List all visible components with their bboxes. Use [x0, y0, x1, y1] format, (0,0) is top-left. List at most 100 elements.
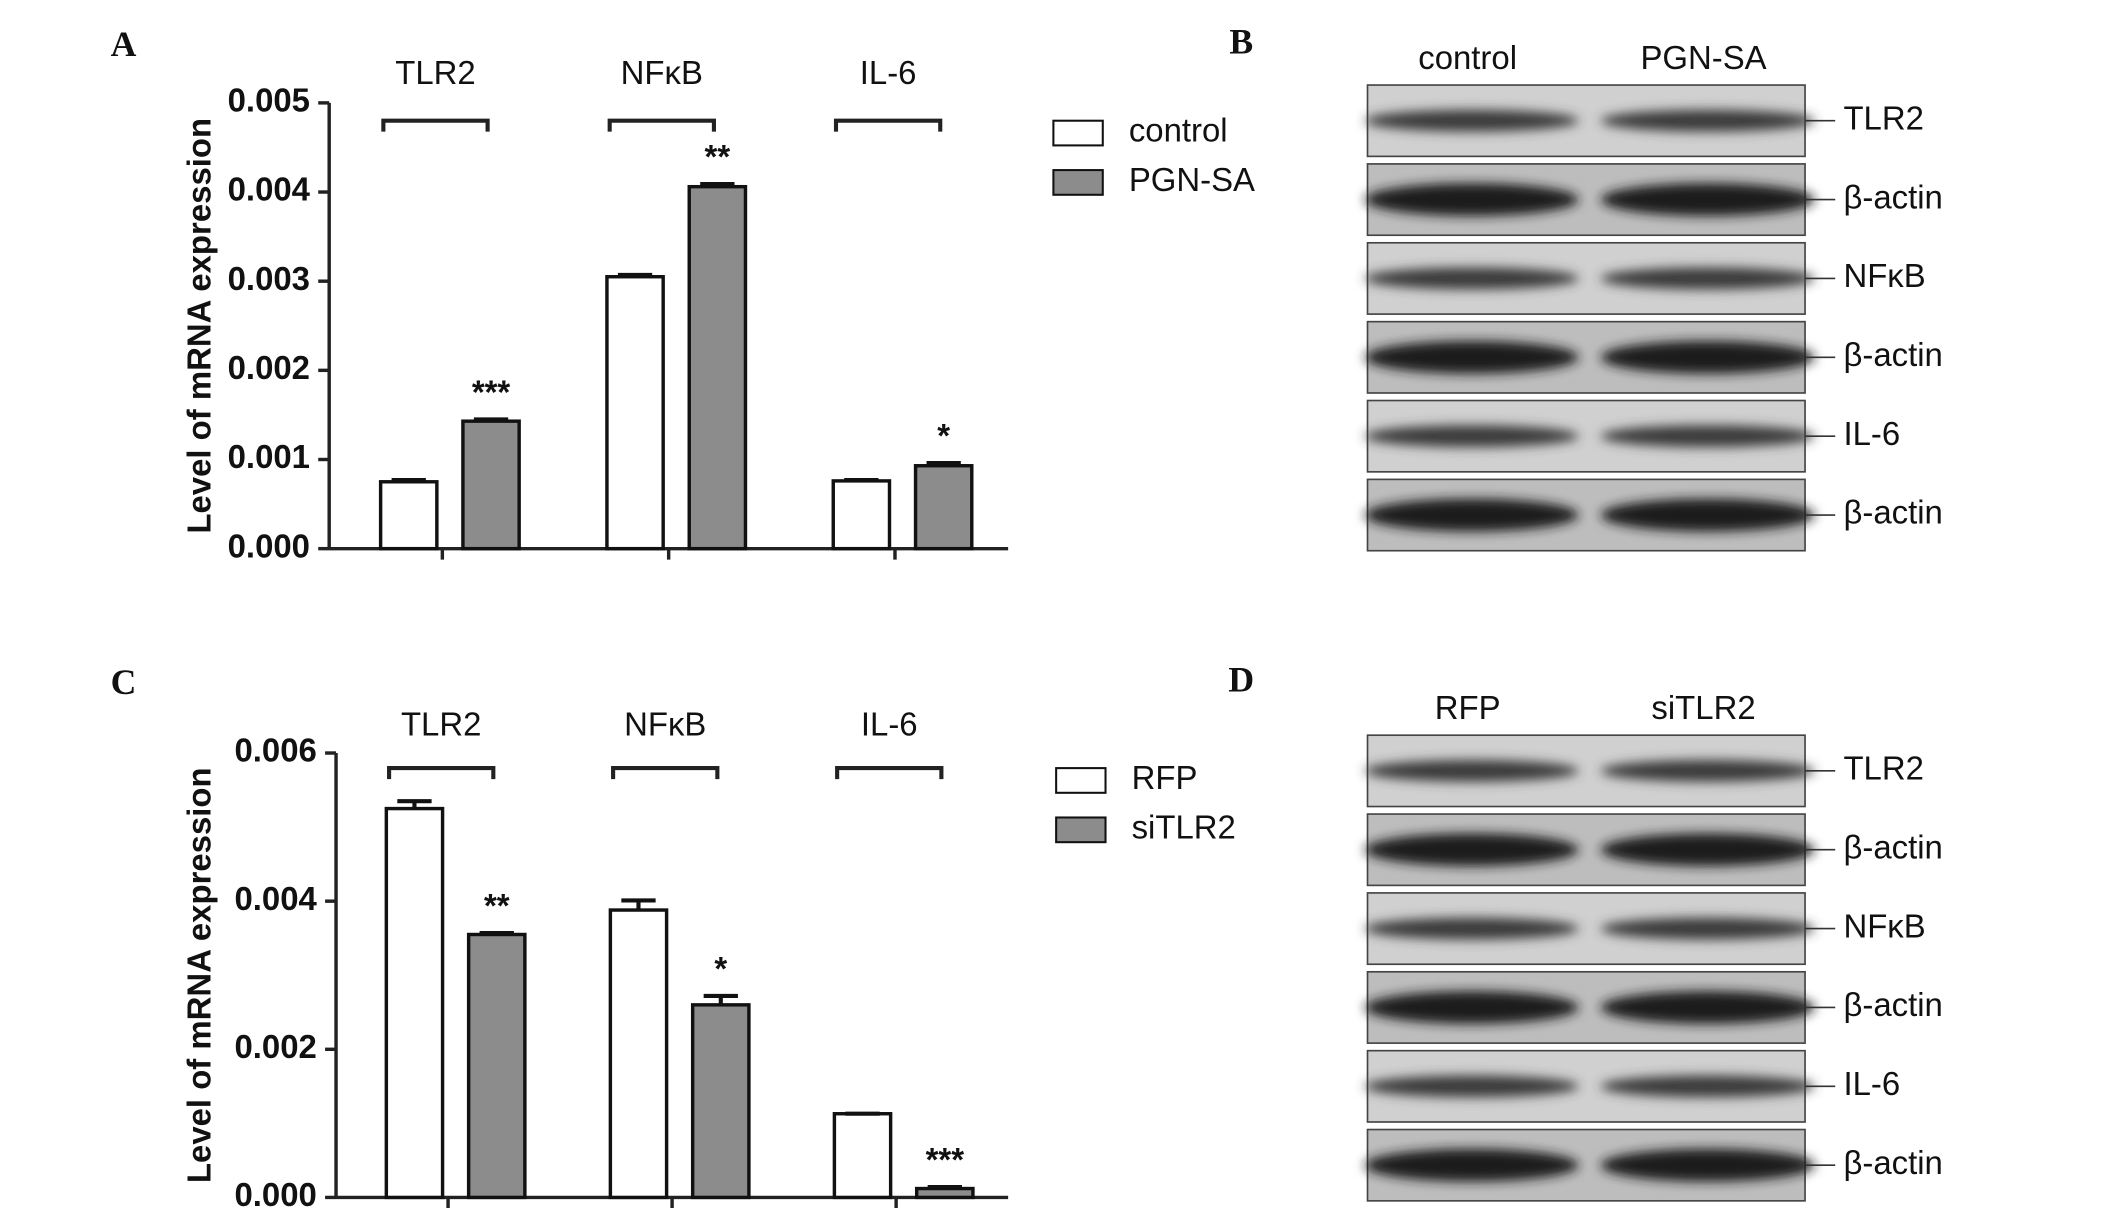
bracket [833, 118, 943, 132]
y-tick-label: 0.002 [228, 349, 310, 386]
y-tick-label: 0.005 [228, 82, 310, 119]
blot-band [1364, 1148, 1579, 1182]
category-label: TLR2 [395, 54, 475, 91]
bar [914, 1186, 975, 1200]
bracket [835, 766, 944, 780]
error-bar [397, 799, 432, 809]
blot-band [1600, 267, 1815, 290]
band-label: NFκB [1843, 907, 1925, 944]
band-label: β-actin [1843, 336, 1942, 373]
blot-band [1600, 425, 1815, 448]
significance: *** [926, 1141, 965, 1178]
band-label: β-actin [1843, 178, 1942, 215]
significance: ** [484, 887, 510, 924]
bar [690, 1003, 751, 1200]
bar [605, 275, 665, 551]
y-tick-label: 0.002 [234, 1028, 316, 1065]
band-label: TLR2 [1843, 750, 1923, 787]
band-label: TLR2 [1843, 99, 1923, 136]
blot-band [1364, 498, 1579, 532]
significance: * [937, 417, 950, 454]
blot-band [1364, 425, 1579, 448]
blot-band [1364, 991, 1579, 1024]
lane-label: control [1418, 39, 1517, 76]
legend-label: control [1129, 112, 1228, 149]
bracket [611, 766, 720, 780]
lane-label: RFP [1435, 689, 1501, 726]
y-tick-label: 0.001 [228, 438, 310, 475]
band-label: β-actin [1843, 986, 1942, 1023]
legend-swatch [1052, 119, 1104, 147]
error-bar [700, 181, 735, 187]
bar [466, 932, 527, 1200]
blot-band [1364, 267, 1579, 290]
blot-band [1600, 498, 1815, 532]
error-bar [391, 477, 426, 483]
blot-band [1364, 833, 1579, 867]
y-axis-label: Level of mRNA expression [180, 118, 217, 534]
panel-label: B [1229, 21, 1253, 61]
y-tick-label: 0.000 [228, 527, 310, 564]
blot-band [1364, 340, 1579, 374]
category-label: IL-6 [860, 54, 917, 91]
bar [461, 419, 521, 551]
band-label: IL-6 [1843, 415, 1900, 452]
legend-swatch [1055, 767, 1107, 794]
y-tick-label: 0.004 [234, 880, 317, 917]
band-label: β-actin [1843, 1144, 1942, 1181]
band-label: IL-6 [1843, 1065, 1900, 1102]
significance: *** [472, 373, 511, 410]
bar [378, 480, 439, 551]
blot-band [1364, 759, 1579, 782]
legend-label: siTLR2 [1132, 809, 1236, 846]
panel-label: A [111, 24, 137, 64]
bar [913, 464, 974, 551]
error-bar [926, 461, 961, 466]
bar [687, 184, 748, 551]
blot-band [1364, 109, 1579, 132]
blot-band [1600, 917, 1815, 940]
bar [832, 1112, 893, 1200]
y-tick-label: 0.004 [228, 171, 311, 208]
error-bar [844, 477, 879, 483]
blot-band [1600, 1075, 1815, 1098]
category-label: IL-6 [861, 706, 918, 743]
bar [831, 479, 892, 551]
significance: ** [705, 138, 731, 175]
error-bar [621, 898, 656, 911]
blot-band [1600, 991, 1815, 1024]
error-bar [927, 1185, 962, 1190]
legend-swatch [1055, 816, 1107, 844]
panel-label: D [1228, 659, 1254, 699]
category-label: NFκB [621, 54, 703, 91]
bar [608, 908, 669, 1200]
lane-label: siTLR2 [1651, 689, 1755, 726]
y-tick-label: 0.000 [234, 1176, 316, 1208]
y-tick-label: 0.003 [228, 260, 310, 297]
category-label: NFκB [624, 706, 706, 743]
blot-band [1364, 1075, 1579, 1098]
bracket [387, 766, 496, 780]
y-axis-label: Level of mRNA expression [180, 767, 217, 1183]
panel-label: C [111, 662, 137, 702]
band-label: NFκB [1843, 257, 1925, 294]
legend-swatch [1052, 169, 1104, 196]
bar [384, 806, 445, 1200]
blot-band [1364, 917, 1579, 940]
error-bar [479, 930, 514, 936]
bracket [381, 118, 490, 132]
band-label: β-actin [1843, 828, 1942, 865]
legend-label: PGN-SA [1129, 161, 1255, 198]
legend-label: RFP [1132, 759, 1198, 796]
significance: * [714, 950, 727, 987]
bracket [607, 118, 716, 132]
band-label: β-actin [1843, 494, 1942, 531]
blot-band [1364, 183, 1579, 217]
lane-label: PGN-SA [1640, 39, 1766, 76]
blot-band [1600, 833, 1815, 867]
blot-band [1600, 1148, 1815, 1182]
blot-band [1600, 340, 1815, 374]
error-bar [473, 417, 509, 422]
